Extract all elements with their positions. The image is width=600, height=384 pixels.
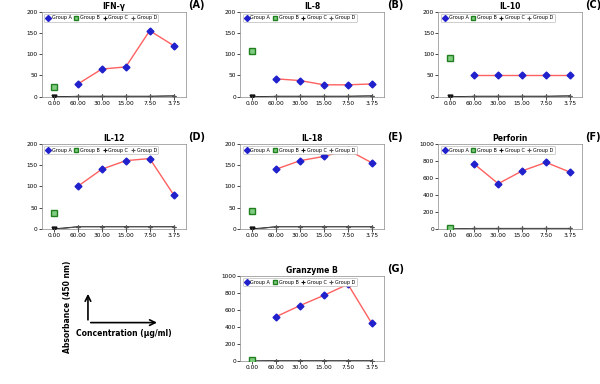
Legend: Group A, Group B, Group C, Group D: Group A, Group B, Group C, Group D <box>441 14 555 22</box>
Text: Absorbance (450 nm): Absorbance (450 nm) <box>64 261 73 353</box>
Legend: Group A, Group B, Group C, Group D: Group A, Group B, Group C, Group D <box>242 278 356 286</box>
Text: (D): (D) <box>188 132 206 142</box>
Title: IL-18: IL-18 <box>301 134 323 143</box>
Title: Granzyme B: Granzyme B <box>286 266 338 275</box>
Legend: Group A, Group B, Group C, Group D: Group A, Group B, Group C, Group D <box>44 146 158 154</box>
Text: (C): (C) <box>585 0 600 10</box>
Title: Perforin: Perforin <box>493 134 528 143</box>
Title: IFN-γ: IFN-γ <box>103 2 125 11</box>
Text: (A): (A) <box>188 0 205 10</box>
Text: (B): (B) <box>387 0 403 10</box>
Title: IL-8: IL-8 <box>304 2 320 11</box>
Text: Concentration (μg/ml): Concentration (μg/ml) <box>76 329 172 338</box>
Text: (G): (G) <box>387 264 404 274</box>
Legend: Group A, Group B, Group C, Group D: Group A, Group B, Group C, Group D <box>242 146 356 154</box>
Legend: Group A, Group B, Group C, Group D: Group A, Group B, Group C, Group D <box>44 14 158 22</box>
Text: (F): (F) <box>585 132 600 142</box>
Title: IL-10: IL-10 <box>500 2 521 11</box>
Legend: Group A, Group B, Group C, Group D: Group A, Group B, Group C, Group D <box>441 146 555 154</box>
Legend: Group A, Group B, Group C, Group D: Group A, Group B, Group C, Group D <box>242 14 356 22</box>
Text: (E): (E) <box>387 132 403 142</box>
Title: IL-12: IL-12 <box>103 134 124 143</box>
